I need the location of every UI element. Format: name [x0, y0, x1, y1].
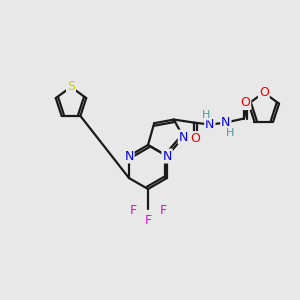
Text: N: N	[221, 116, 230, 129]
Text: N: N	[205, 118, 214, 131]
Text: F: F	[144, 214, 152, 227]
Text: N: N	[179, 130, 188, 144]
Text: H: H	[226, 128, 234, 138]
Text: N: N	[124, 149, 134, 163]
Text: F: F	[159, 203, 167, 217]
Text: F: F	[129, 203, 137, 217]
Text: O: O	[190, 132, 200, 145]
Text: N: N	[162, 149, 172, 163]
Text: O: O	[240, 96, 250, 109]
Text: O: O	[259, 86, 269, 99]
Text: S: S	[67, 80, 75, 94]
Text: H: H	[202, 110, 210, 120]
